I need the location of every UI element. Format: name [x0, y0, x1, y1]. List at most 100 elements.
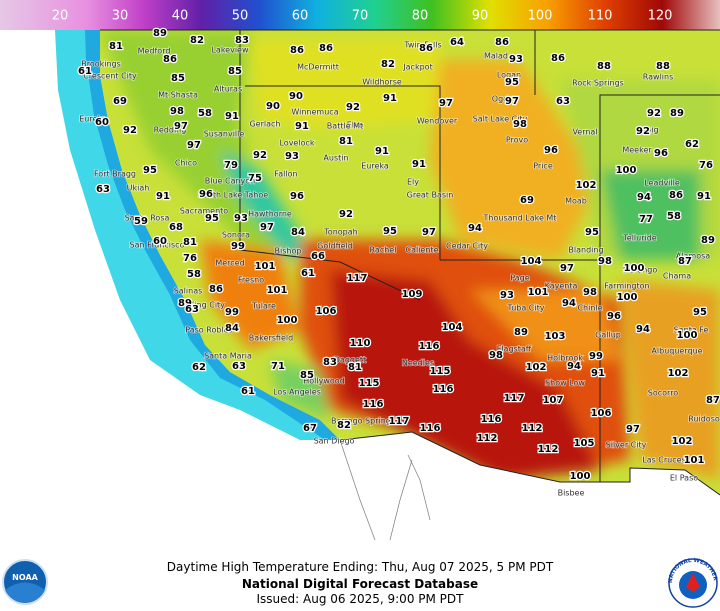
temperature-label: 91 [591, 368, 605, 379]
temperature-label: 117 [389, 416, 410, 427]
place-label: Great Basin [407, 191, 454, 200]
temperature-label: 60 [95, 117, 109, 128]
temperature-label: 92 [636, 126, 650, 137]
place-label: Blanding [568, 246, 603, 255]
temperature-labels: 81 89 82 83 86 86 64 86 86 61 86 85 85 82 86 88 88 93 95 90… [77, 27, 720, 484]
place-label: Los Angeles [273, 388, 321, 397]
temperature-label: 97 [187, 140, 201, 151]
legend-label: 80 [412, 9, 429, 24]
temperature-label: 98 [170, 106, 184, 117]
temperature-label: 95 [693, 307, 707, 318]
place-label: Fresno [238, 276, 264, 285]
place-label: Tulare [251, 302, 276, 311]
place-label: Santa Maria [204, 352, 252, 361]
temperature-label: 110 [350, 338, 371, 349]
place-label: Crescent City [83, 72, 137, 81]
temperature-label: 61 [78, 66, 92, 77]
temperature-label: 98 [513, 119, 527, 130]
place-label: Craig [637, 126, 658, 135]
temperature-label: 58 [187, 269, 201, 280]
place-label: Fallon [274, 170, 297, 179]
temperature-label: 81 [183, 237, 197, 248]
temperature-label: 91 [375, 146, 389, 157]
place-label: Sacramento [180, 207, 228, 216]
place-label: Ruidoso [688, 415, 720, 424]
temperature-label: 86 [669, 190, 683, 201]
temperature-label: 63 [232, 361, 246, 372]
temperature-label: 99 [589, 351, 603, 362]
temperature-label: 96 [544, 145, 558, 156]
temperature-label: 89 [514, 327, 528, 338]
coastal-water [85, 30, 340, 440]
temperature-label: 97 [560, 263, 574, 274]
place-label: Battle Mt [327, 122, 363, 131]
temperature-label: 76 [699, 160, 713, 171]
temperature-label: 104 [442, 322, 463, 333]
place-labels: Twin Falls Malad Brookings Medford Lakeview M… [78, 40, 720, 499]
legend-label: 50 [232, 9, 249, 24]
place-label: Susanville [204, 130, 245, 139]
place-label: Tuba City [507, 304, 545, 313]
place-label: Leadville [644, 179, 680, 188]
temperature-label: 64 [450, 37, 464, 48]
temperature-label: 86 [419, 43, 433, 54]
temperature-label: 99 [231, 241, 245, 252]
temperature-label: 85 [228, 66, 242, 77]
temperature-label: 82 [337, 420, 351, 431]
place-label: Flagstaff [497, 345, 532, 354]
place-label: Las Cruces [642, 456, 686, 465]
place-label: Cedar City [446, 242, 488, 251]
temperature-label: 93 [285, 151, 299, 162]
temperature-label: 104 [521, 256, 542, 267]
temperature-label: 100 [677, 330, 698, 341]
temperature-label: 96 [654, 148, 668, 159]
temperature-label: 79 [224, 160, 238, 171]
temperature-label: 88 [597, 61, 611, 72]
temperature-label: 95 [505, 77, 519, 88]
temperature-label: 91 [383, 93, 397, 104]
temperature-label: 101 [255, 261, 276, 272]
legend-label: 40 [172, 9, 189, 24]
temperature-label: 97 [505, 96, 519, 107]
legend-label: 100 [528, 9, 553, 24]
temperature-label: 101 [684, 455, 705, 466]
place-label: Medford [138, 47, 171, 56]
temperature-label: 97 [439, 98, 453, 109]
temperature-label: 116 [481, 414, 502, 425]
temperature-label: 115 [359, 378, 380, 389]
temperature-label: 93 [509, 54, 523, 65]
legend-label: 60 [292, 9, 309, 24]
legend-label: 90 [472, 9, 489, 24]
legend-label: 120 [648, 9, 673, 24]
temperature-label: 91 [225, 111, 239, 122]
temperature-label: 98 [489, 350, 503, 361]
place-label: Elko [347, 121, 364, 130]
temperature-label: 109 [402, 289, 423, 300]
place-label: Chico [175, 159, 197, 168]
place-label: South Lake Tahoe [198, 191, 268, 200]
place-label: Brookings [81, 60, 121, 69]
place-label: Kayenta [545, 282, 578, 291]
noaa-text: NOAA [12, 573, 38, 582]
noaa-logo: NOAA [2, 559, 48, 605]
color-legend [0, 0, 720, 30]
temperature-label: 63 [185, 304, 199, 315]
temperature-label: 76 [183, 253, 197, 264]
temperature-label: 116 [363, 399, 384, 410]
temperature-label: 94 [637, 192, 651, 203]
temperature-label: 62 [192, 362, 206, 373]
temperature-label: 83 [235, 35, 249, 46]
place-label: Santa Rosa [125, 214, 170, 223]
caption-title: Daytime High Temperature Ending: Thu, Au… [167, 560, 554, 574]
temperature-label: 100 [624, 263, 645, 274]
temperature-label: 95 [143, 165, 157, 176]
temperature-label: 87 [706, 395, 720, 406]
temperature-label: 58 [198, 108, 212, 119]
temperature-label: 94 [562, 298, 576, 309]
temperature-label: 89 [178, 298, 192, 309]
place-label: Gerlach [249, 120, 280, 129]
place-label: Needles [402, 359, 434, 368]
legend-label: 20 [52, 9, 69, 24]
temperature-label: 61 [241, 386, 255, 397]
place-label: Silver City [606, 441, 647, 450]
